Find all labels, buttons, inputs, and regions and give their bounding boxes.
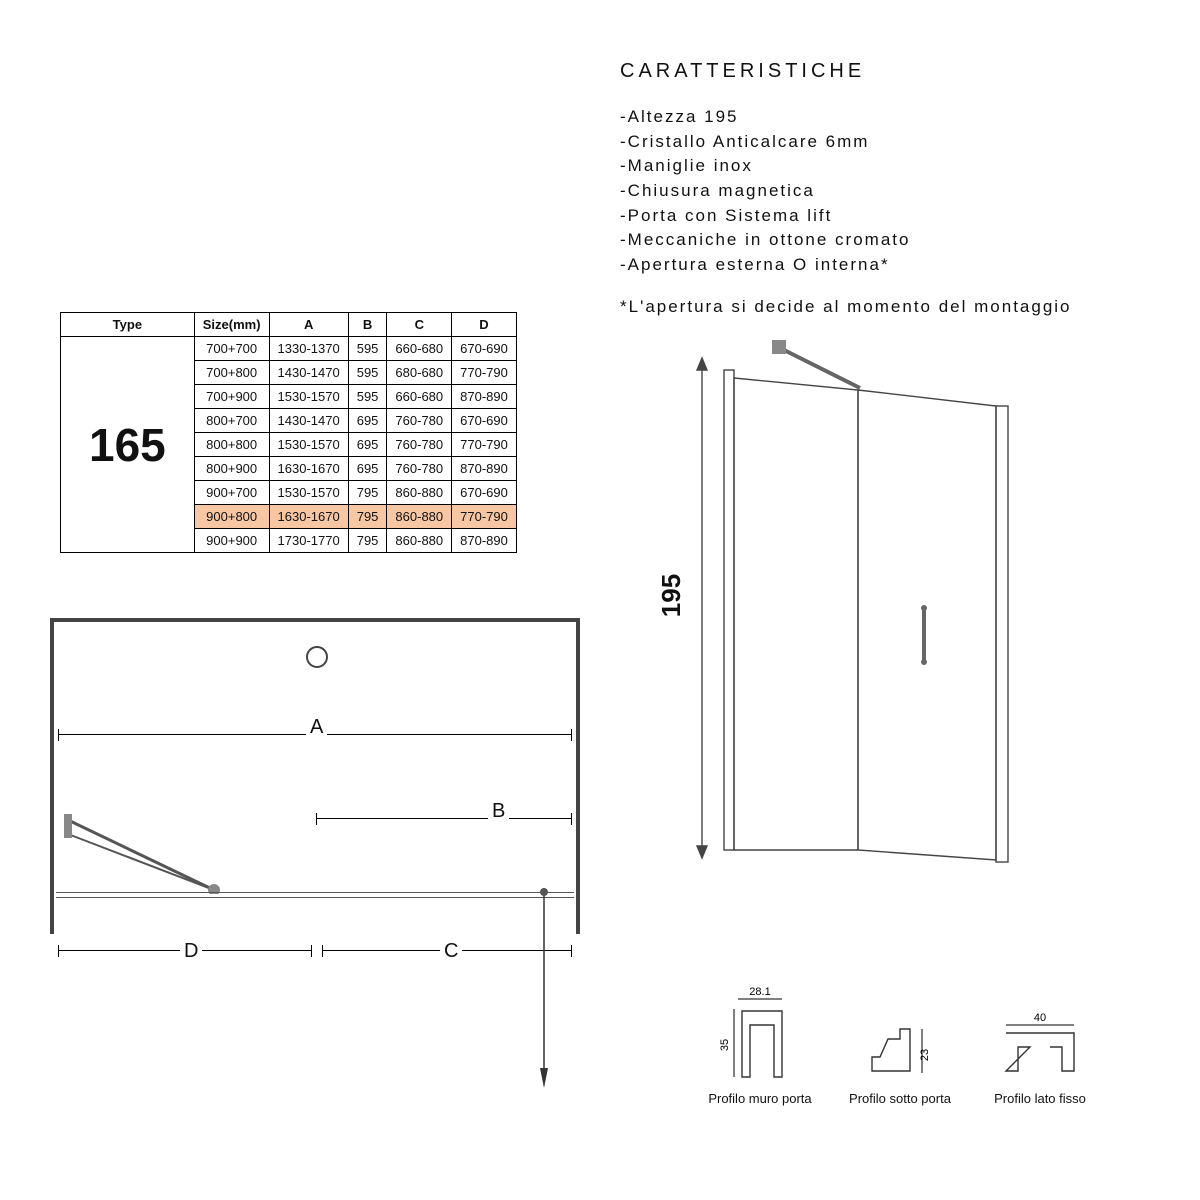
cell-B: 595 [348,361,387,385]
cell-size: 900+900 [194,529,269,553]
profile-caption: Profilo muro porta [700,1091,820,1107]
cell-B: 695 [348,409,387,433]
features-footnote: *L'apertura si decide al momento del mon… [620,295,1160,319]
cell-C: 760-780 [387,433,452,457]
cell-D: 870-890 [452,457,517,481]
cell-D: 770-790 [452,361,517,385]
cell-D: 870-890 [452,385,517,409]
profile-sotto-porta: 23 Profilo sotto porta [840,1015,960,1107]
feature-item: -Maniglie inox [620,154,1160,179]
col-C: C [387,313,452,337]
cell-A: 1530-1570 [269,385,348,409]
cell-D: 770-790 [452,505,517,529]
cell-C: 860-880 [387,529,452,553]
cell-A: 1630-1670 [269,505,348,529]
dim-label-A: A [306,716,327,739]
feature-item: -Altezza 195 [620,105,1160,130]
profiles-block: 28.1 35 Profilo muro porta 23 Profilo so… [700,985,1120,1165]
svg-text:28.1: 28.1 [749,986,770,998]
door-iso-icon [700,330,1020,870]
cell-size: 800+800 [194,433,269,457]
features-block: CARATTERISTICHE -Altezza 195 -Cristallo … [620,60,1160,319]
col-size: Size(mm) [194,313,269,337]
cell-B: 595 [348,385,387,409]
profile-lato-fisso: 40 Profilo lato fisso [980,1011,1100,1107]
cell-B: 695 [348,457,387,481]
svg-text:35: 35 [720,1039,731,1051]
cell-size: 900+800 [194,505,269,529]
cell-size: 700+700 [194,337,269,361]
svg-text:23: 23 [919,1049,931,1061]
cell-D: 770-790 [452,433,517,457]
door-track [56,892,574,898]
cell-C: 760-780 [387,409,452,433]
table-row: 165700+7001330-1370595660-680670-690 [61,337,517,361]
hinge-arm-icon [64,814,224,894]
col-D: D [452,313,517,337]
cell-D: 670-690 [452,409,517,433]
swing-line-icon [534,888,554,1148]
type-cell: 165 [61,337,195,553]
profile-muro-porta: 28.1 35 Profilo muro porta [700,985,820,1107]
dim-label-C: C [440,940,462,963]
feature-item: -Apertura esterna O interna* [620,253,1160,278]
cell-A: 1330-1370 [269,337,348,361]
cell-D: 670-690 [452,481,517,505]
height-label: 195 [656,574,687,617]
cell-A: 1730-1770 [269,529,348,553]
col-A: A [269,313,348,337]
cell-C: 760-780 [387,457,452,481]
cell-C: 860-880 [387,481,452,505]
cell-size: 700+800 [194,361,269,385]
cell-size: 700+900 [194,385,269,409]
cell-size: 900+700 [194,481,269,505]
cell-A: 1530-1570 [269,433,348,457]
dim-label-B: B [488,800,509,823]
cell-C: 660-680 [387,385,452,409]
col-B: B [348,313,387,337]
features-title: CARATTERISTICHE [620,60,1160,83]
topview-diagram: A B D C [50,618,580,938]
cell-size: 800+700 [194,409,269,433]
cell-B: 795 [348,505,387,529]
cell-A: 1430-1470 [269,361,348,385]
svg-text:40: 40 [1034,1012,1046,1024]
dim-label-D: D [180,940,202,963]
profile-caption: Profilo sotto porta [840,1091,960,1107]
cell-A: 1530-1570 [269,481,348,505]
feature-item: -Chiusura magnetica [620,179,1160,204]
cell-B: 795 [348,529,387,553]
cell-C: 660-680 [387,337,452,361]
cell-B: 795 [348,481,387,505]
col-type: Type [61,313,195,337]
cell-D: 870-890 [452,529,517,553]
cell-C: 860-880 [387,505,452,529]
feature-item: -Meccaniche in ottone cromato [620,228,1160,253]
profile-caption: Profilo lato fisso [980,1091,1100,1107]
drain-icon [306,646,328,668]
cell-A: 1430-1470 [269,409,348,433]
feature-item: -Cristallo Anticalcare 6mm [620,130,1160,155]
feature-item: -Porta con Sistema lift [620,204,1160,229]
cell-B: 595 [348,337,387,361]
cell-C: 680-680 [387,361,452,385]
cell-D: 670-690 [452,337,517,361]
cell-A: 1630-1670 [269,457,348,481]
cell-size: 800+900 [194,457,269,481]
spec-table: Type Size(mm) A B C D 165700+7001330-137… [60,312,517,553]
cell-B: 695 [348,433,387,457]
isometric-view: 195 [700,330,1020,860]
